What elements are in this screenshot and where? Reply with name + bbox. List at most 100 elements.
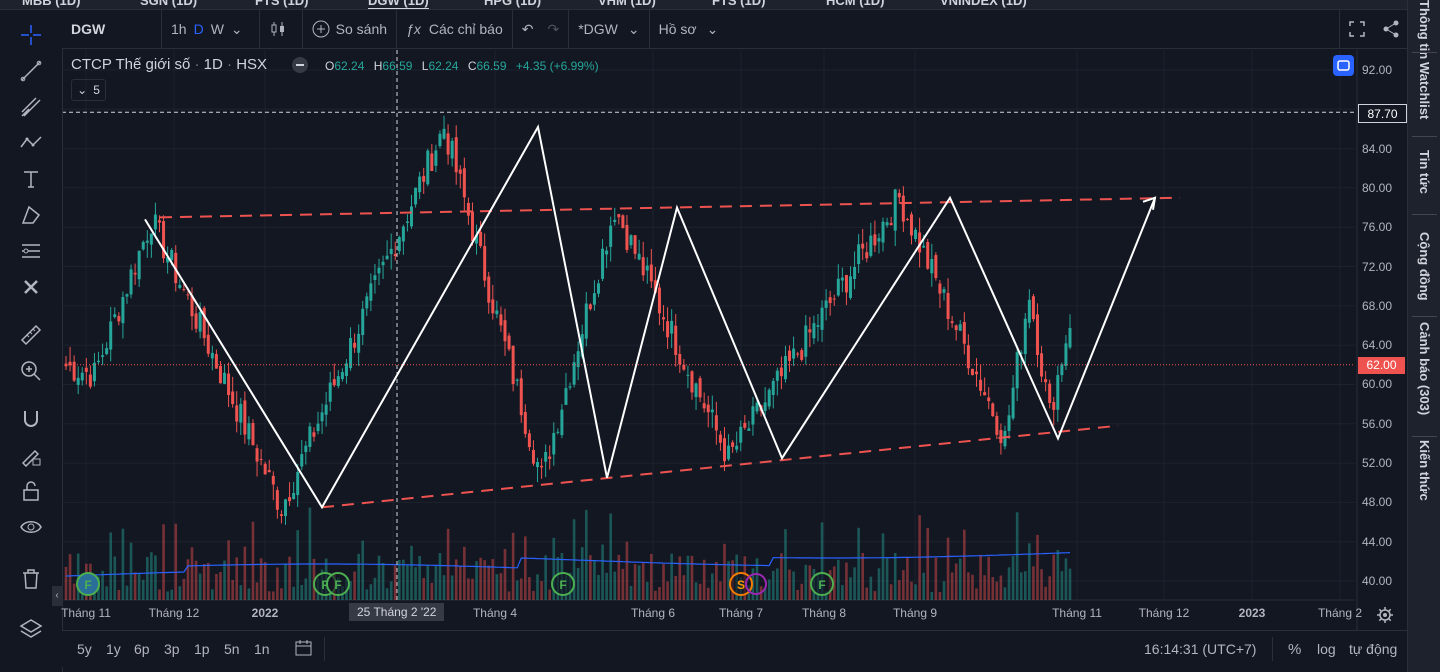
candle-body — [430, 153, 434, 172]
remove-drawings-icon[interactable] — [18, 274, 44, 300]
log-toggle[interactable]: log — [1317, 641, 1336, 657]
right-tab[interactable]: Kiến thức — [1408, 440, 1440, 510]
layers-icon[interactable] — [18, 616, 44, 642]
volume-bar — [1028, 543, 1031, 600]
range-1n[interactable]: 1n — [254, 641, 270, 657]
pitchfork-icon[interactable] — [18, 94, 44, 120]
volume-bar — [72, 583, 76, 600]
candle-body — [706, 404, 710, 413]
chart-tab[interactable]: VNINDEX (1D) — [940, 0, 1027, 8]
indicator-collapse-button[interactable]: ⌄ 5 — [71, 79, 106, 101]
shapes-icon[interactable] — [18, 202, 44, 228]
redo-icon[interactable]: ↷ — [547, 20, 560, 37]
lock-icon[interactable] — [18, 478, 44, 504]
chart-tab[interactable]: SGN (1D) — [140, 0, 198, 8]
candle-body — [767, 389, 771, 407]
crosshair-icon[interactable] — [18, 22, 44, 48]
time-tick-label: Tháng 7 — [718, 606, 764, 620]
time-tick-label: Tháng 12 — [1138, 606, 1190, 620]
chart-type-button[interactable] — [260, 10, 303, 48]
chart-tab[interactable]: DGW (1D) — [368, 0, 429, 9]
candle-body — [1011, 387, 1015, 419]
volume-bar — [385, 588, 389, 600]
chart-tab[interactable]: HCM (1D) — [826, 0, 885, 8]
range-1y[interactable]: 1y — [106, 641, 121, 657]
chart-legend: CTCP Thế giới số · 1D · HSX — [71, 56, 268, 73]
clock-readout[interactable]: 16:14:31 (UTC+7) — [1144, 641, 1257, 657]
share-icon[interactable] — [1382, 20, 1400, 38]
scroll-left-icon[interactable]: ‹ — [52, 586, 62, 606]
lock-pencil-icon[interactable] — [18, 442, 44, 468]
chart-tab[interactable]: FTS (1D) — [255, 0, 309, 8]
volume-bar — [1064, 558, 1068, 600]
magnet-icon[interactable] — [18, 406, 44, 432]
range-3p[interactable]: 3p — [164, 641, 180, 657]
range-6p[interactable]: 6p — [134, 641, 150, 657]
volume-bar — [442, 575, 446, 600]
candle-body — [186, 294, 190, 296]
right-tab[interactable]: Cảnh báo (303) — [1408, 322, 1440, 432]
screenshot-button[interactable] — [1333, 55, 1354, 76]
eye-icon[interactable] — [18, 514, 44, 540]
volume-bar — [515, 580, 519, 600]
profile-label: Hồ sơ — [658, 21, 697, 37]
pattern-icon[interactable] — [18, 130, 44, 156]
change-value: +4.35 (+6.99%) — [515, 59, 599, 73]
measure-icon[interactable] — [18, 238, 44, 264]
ruler-icon[interactable] — [18, 322, 44, 348]
volume-bar — [276, 567, 279, 600]
candle-body — [682, 364, 686, 370]
candle-body — [621, 215, 625, 229]
volume-bar — [430, 582, 434, 600]
chart-tab[interactable]: HPG (1D) — [484, 0, 542, 8]
right-tab[interactable]: Watchlist — [1408, 62, 1440, 132]
fullscreen-icon[interactable] — [1348, 20, 1366, 38]
candlestick-series — [64, 115, 1072, 525]
symbol-search[interactable]: DGW — [62, 10, 162, 48]
range-5n[interactable]: 5n — [224, 641, 240, 657]
volume-bar — [706, 587, 710, 600]
percent-toggle[interactable]: % — [1288, 641, 1302, 658]
candle-body — [954, 325, 958, 330]
interval-d[interactable]: D — [193, 21, 204, 37]
auto-scale-toggle[interactable]: tự động — [1349, 641, 1398, 657]
right-tab[interactable]: Thông tin — [1408, 0, 1440, 59]
candle-body — [816, 325, 820, 327]
indicators-button[interactable]: ƒx Các chỉ báo — [397, 10, 513, 48]
volume-bar — [499, 573, 503, 600]
legend-title: CTCP Thế giới số — [71, 56, 191, 73]
chart-tab[interactable]: VHM (1D) — [598, 0, 656, 8]
interval-1h[interactable]: 1h — [171, 21, 187, 37]
hide-series-button[interactable] — [292, 57, 308, 73]
candle-body — [76, 377, 80, 385]
interval-w[interactable]: W — [210, 21, 224, 37]
price-tick-label: 76.00 — [1362, 220, 1393, 235]
chart-tab[interactable]: FTS (1D) — [712, 0, 766, 8]
trash-icon[interactable] — [18, 566, 44, 592]
range-1p[interactable]: 1p — [194, 641, 210, 657]
range-5y[interactable]: 5y — [77, 641, 92, 657]
candle-body — [999, 430, 1003, 444]
chart-tab[interactable]: MBB (1D) — [22, 0, 81, 8]
candle-body — [117, 316, 121, 322]
close-label: C — [467, 59, 477, 73]
undo-icon[interactable]: ↶ — [521, 20, 534, 37]
interval-dropdown-icon[interactable]: ⌄ — [230, 20, 243, 37]
candle-body — [1007, 415, 1011, 432]
volume-bar — [438, 553, 442, 600]
text-icon[interactable] — [18, 166, 44, 192]
candle-body — [714, 415, 718, 431]
layout-button[interactable]: *DGW ⌄ — [569, 10, 650, 48]
right-tab[interactable]: Tin tức — [1408, 150, 1440, 210]
trendline-icon[interactable] — [18, 58, 44, 84]
compare-button[interactable]: So sánh — [303, 10, 398, 48]
zoom-in-icon[interactable] — [18, 358, 44, 384]
profile-button[interactable]: Hồ sơ ⌄ — [650, 10, 728, 48]
right-tab[interactable]: Cộng đồng — [1408, 232, 1440, 312]
volume-bar — [125, 585, 129, 600]
date-range-icon[interactable] — [294, 639, 314, 662]
gear-icon[interactable] — [1376, 606, 1394, 629]
candle-body — [446, 133, 450, 155]
